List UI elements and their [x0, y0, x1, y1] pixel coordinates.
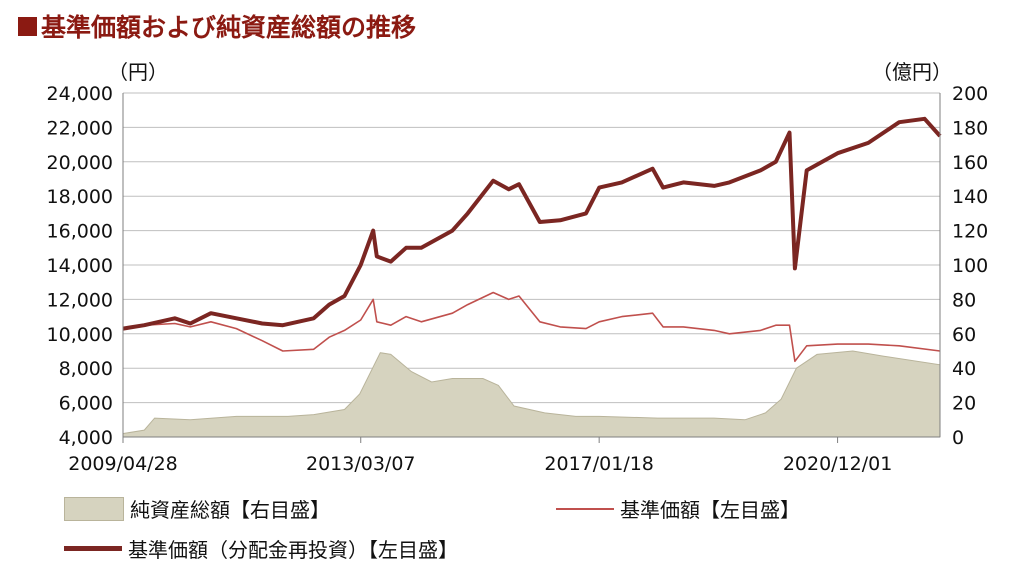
right-tick-label: 60	[952, 324, 976, 346]
series-nav-line	[122, 291, 941, 363]
right-tick-label: 20	[952, 393, 976, 415]
legend-item-assets: 純資産総額【右目盛】	[64, 494, 330, 523]
x-tick-label: 2013/03/07	[306, 453, 416, 475]
right-tick-label: 100	[952, 255, 988, 277]
right-axis-unit: （億円）	[872, 60, 952, 84]
legend-swatch-nav	[556, 507, 614, 510]
right-tick-label: 0	[952, 427, 964, 449]
x-tick-label: 2020/12/01	[783, 453, 893, 475]
left-tick-label: 16,000	[47, 221, 113, 243]
chart-title: 基準価額および純資産総額の推移	[18, 8, 416, 44]
right-tick-label: 140	[952, 186, 988, 208]
left-tick-label: 10,000	[47, 324, 113, 346]
left-tick-label: 24,000	[47, 83, 113, 105]
series-nav-reinvested-line	[122, 116, 942, 331]
left-tick-label: 12,000	[47, 289, 113, 311]
left-tick-label: 20,000	[47, 152, 113, 174]
right-tick-label: 180	[952, 117, 988, 139]
left-tick-label: 4,000	[59, 427, 113, 449]
legend-label-nav-reinvested: 基準価額（分配金再投資）【左目盛】	[128, 538, 458, 562]
legend-item-nav: 基準価額【左目盛】	[556, 494, 800, 523]
right-tick-label: 80	[952, 289, 976, 311]
left-tick-label: 22,000	[47, 117, 113, 139]
right-tick-label: 160	[952, 152, 988, 174]
legend-swatch-assets	[64, 496, 124, 521]
legend-swatch-nav-reinvested	[64, 546, 122, 551]
left-tick-label: 6,000	[59, 393, 113, 415]
series-assets-area	[122, 350, 941, 438]
x-tick-label: 2017/01/18	[544, 453, 654, 475]
title-square-icon	[18, 16, 37, 36]
chart-title-text: 基準価額および純資産総額の推移	[41, 13, 417, 42]
legend-label-nav: 基準価額【左目盛】	[620, 498, 800, 522]
left-tick-label: 14,000	[47, 255, 113, 277]
right-tick-label: 40	[952, 358, 976, 380]
right-tick-label: 120	[952, 221, 988, 243]
legend-item-nav-reinvested: 基準価額（分配金再投資）【左目盛】	[64, 534, 458, 563]
left-tick-label: 8,000	[59, 358, 113, 380]
legend-label-assets: 純資産総額【右目盛】	[130, 498, 330, 522]
right-tick-label: 200	[952, 83, 988, 105]
left-tick-label: 18,000	[47, 186, 113, 208]
x-tick-label: 2009/04/28	[68, 453, 178, 475]
left-axis-unit: （円）	[108, 60, 168, 84]
